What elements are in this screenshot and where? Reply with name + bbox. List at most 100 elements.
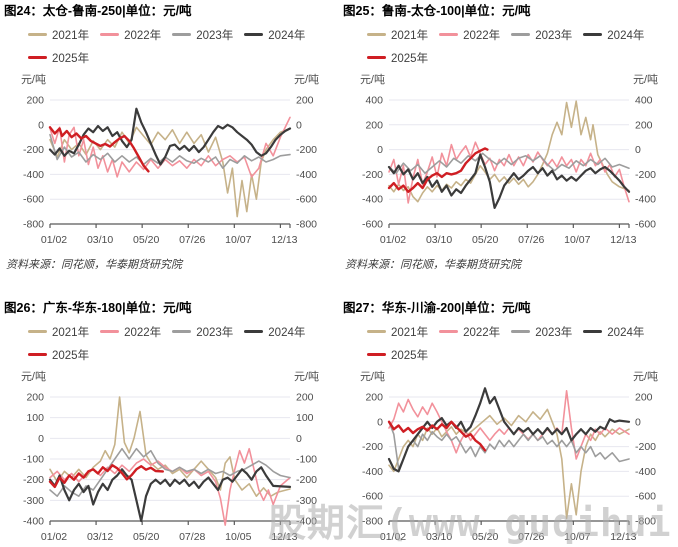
legend-swatch-2022 [100,32,120,37]
chart-panel-fig24: 图24：太仓-鲁南-250|单位：元/吨 2021年 2022年 2023年 2… [0,0,339,297]
svg-text:0: 0 [377,144,383,156]
svg-text:01/02: 01/02 [41,531,67,543]
svg-text:01/02: 01/02 [41,234,67,246]
legend-swatch-2025 [28,55,47,60]
svg-text:元/吨: 元/吨 [294,73,319,86]
svg-text:-200: -200 [635,441,656,453]
svg-text:200: 200 [365,391,383,403]
svg-text:元/吨: 元/吨 [633,73,658,86]
legend-swatch-2025 [28,352,47,357]
svg-text:-200: -200 [362,169,383,181]
legend-swatch-2024 [583,329,603,334]
chart-legend: 2021年 2022年 2023年 2024年 2025年 [28,27,328,66]
svg-text:05/20: 05/20 [133,234,159,246]
chart-panel-fig26: 图26：广东-华东-180|单位：元/吨 2021年 2022年 2023年 2… [0,297,339,547]
svg-text:0: 0 [296,432,302,444]
svg-text:12/13: 12/13 [610,234,636,246]
legend-label-2021: 2021年 [52,326,90,339]
line-chart-fig24: 01/02 03/10 05/20 07/26 10/07 12/13 200 200 0 0 -2… [21,73,319,246]
legend-item-2021: 2021年 [28,27,89,43]
svg-text:-600: -600 [635,490,656,502]
svg-text:0: 0 [38,432,44,444]
svg-text:-400: -400 [362,466,383,478]
svg-text:07/26: 07/26 [518,531,544,543]
svg-text:10/07: 10/07 [564,531,590,543]
svg-text:-100: -100 [296,453,317,465]
line-chart-fig27: 01/02 03/10 05/20 07/26 10/07 12/13 200 200 0 0 -2… [360,370,658,543]
legend-item-2023: 2023年 [172,27,233,43]
svg-text:10/07: 10/07 [564,234,590,246]
legend-item-2022: 2022年 [439,324,500,340]
legend-label-2022: 2022年 [124,29,162,42]
svg-text:05/20: 05/20 [472,234,498,246]
svg-text:-800: -800 [362,515,383,527]
legend-swatch-2022 [439,32,459,37]
svg-text:元/吨: 元/吨 [360,370,385,383]
svg-text:01/02: 01/02 [380,531,406,543]
legend-label-2024: 2024年 [607,29,645,42]
svg-text:03/10: 03/10 [87,234,113,246]
source-note: 资料来源：同花顺，华泰期货研究院 [345,258,521,271]
svg-text:200: 200 [365,119,383,131]
svg-text:-400: -400 [362,193,383,205]
svg-text:-400: -400 [23,515,44,527]
svg-text:05/20: 05/20 [133,531,159,543]
legend-item-2021: 2021年 [28,324,89,340]
legend-item-2025: 2025年 [28,347,89,363]
source-note: 资料来源：同花顺，华泰期货研究院 [6,258,182,271]
svg-text:400: 400 [365,94,383,106]
legend-swatch-2025 [367,352,386,357]
svg-text:-200: -200 [362,441,383,453]
svg-text:0: 0 [377,416,383,428]
legend-swatch-2023 [511,32,531,37]
svg-text:100: 100 [26,412,44,424]
svg-text:-100: -100 [23,453,44,465]
svg-text:400: 400 [635,94,653,106]
legend-swatch-2023 [511,329,531,334]
legend-label-2023: 2023年 [196,29,234,42]
chart-legend: 2021年 2022年 2023年 2024年 2025年 [367,324,667,363]
chart-title: 图27：华东-川渝-200|单位：元/吨 [343,301,531,315]
legend-swatch-2021 [28,32,47,37]
svg-text:-300: -300 [23,494,44,506]
svg-text:0: 0 [635,416,641,428]
chart-panel-fig27: 图27：华东-川渝-200|单位：元/吨 2021年 2022年 2023年 2… [339,297,678,547]
legend-swatch-2021 [367,329,386,334]
svg-text:200: 200 [635,119,653,131]
svg-text:-300: -300 [296,494,317,506]
chart-title: 图24：太仓-鲁南-250|单位：元/吨 [4,4,192,18]
legend-swatch-2023 [172,32,192,37]
legend-swatch-2022 [439,329,459,334]
legend-label-2024: 2024年 [607,326,645,339]
svg-text:01/02: 01/02 [380,234,406,246]
chart-title: 图25：鲁南-太仓-100|单位：元/吨 [343,4,531,18]
legend-label-2021: 2021年 [52,29,90,42]
svg-text:-600: -600 [296,193,317,205]
legend-swatch-2021 [28,329,47,334]
chart-panel-fig25: 图25：鲁南-太仓-100|单位：元/吨 2021年 2022年 2023年 2… [339,0,678,297]
legend-label-2022: 2022年 [463,326,501,339]
svg-text:-200: -200 [23,474,44,486]
svg-text:200: 200 [635,391,653,403]
legend-label-2024: 2024年 [268,29,306,42]
svg-text:12/13: 12/13 [271,531,297,543]
chart-legend: 2021年 2022年 2023年 2024年 2025年 [367,27,667,66]
svg-text:03/12: 03/12 [87,531,113,543]
svg-text:10/05: 10/05 [225,531,251,543]
svg-text:10/07: 10/07 [225,234,251,246]
svg-text:03/10: 03/10 [426,531,452,543]
legend-swatch-2024 [244,329,264,334]
legend-label-2025: 2025年 [52,52,90,65]
svg-text:-600: -600 [635,218,656,230]
legend-item-2023: 2023年 [172,324,233,340]
svg-text:元/吨: 元/吨 [21,370,46,383]
legend-item-2022: 2022年 [100,27,161,43]
legend-label-2023: 2023年 [535,29,573,42]
svg-text:-800: -800 [23,218,44,230]
legend-label-2023: 2023年 [535,326,573,339]
legend-item-2022: 2022年 [439,27,500,43]
svg-text:200: 200 [296,94,314,106]
svg-text:-200: -200 [296,474,317,486]
svg-text:-200: -200 [635,169,656,181]
svg-text:元/吨: 元/吨 [633,370,658,383]
